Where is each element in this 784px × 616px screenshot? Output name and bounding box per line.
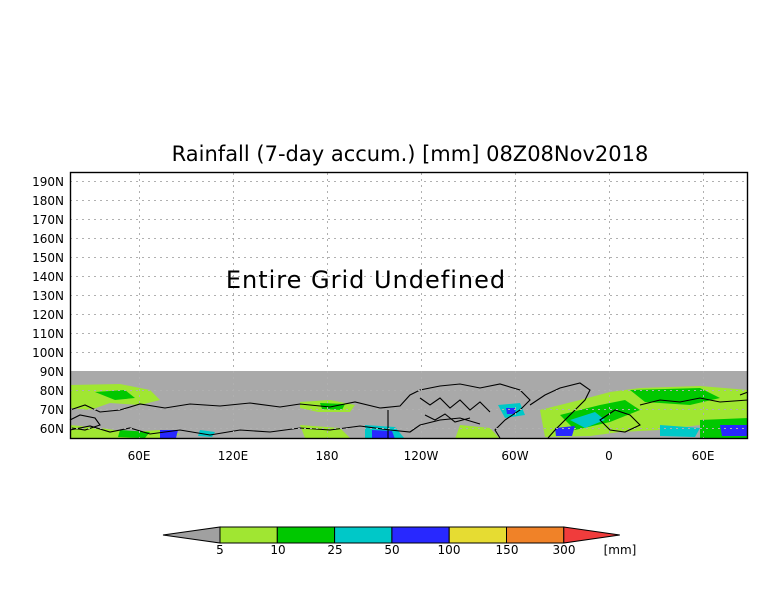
x-tick-label: 120E: [218, 449, 249, 463]
colorbar-segment: [448, 526, 508, 544]
x-tick-label: 120W: [404, 449, 439, 463]
x-tick-label: 60E: [128, 449, 151, 463]
colorbar-segment-high: [563, 526, 620, 544]
y-tick-label: 110N: [32, 327, 64, 341]
colorbar-tick-label: 25: [327, 543, 342, 557]
y-tick-label: 160N: [32, 232, 64, 246]
colorbar-tick-label: 10: [270, 543, 285, 557]
x-tick-label: 180: [316, 449, 339, 463]
map-plot-area: Entire Grid Undefined: [69, 171, 749, 440]
x-tick-label: 0: [605, 449, 613, 463]
x-tick-label: 60E: [692, 449, 715, 463]
undefined-message: Entire Grid Undefined: [226, 266, 506, 294]
colorbar-tick-label: 150: [496, 543, 519, 557]
y-axis: 190N 180N 170N 160N 150N 140N 130N 120N …: [32, 175, 64, 436]
colorbar-segment: [276, 526, 336, 544]
y-tick-label: 180N: [32, 194, 64, 208]
graticule: [70, 173, 748, 439]
map-frame: [69, 171, 749, 440]
colorbar-segment-low: [162, 526, 221, 544]
x-tick-label: 60W: [501, 449, 528, 463]
colorbar-tick-label: 5: [216, 543, 224, 557]
colorbar-segment: [334, 526, 393, 544]
x-axis: 60E 120E 180 120W 60W 0 60E: [128, 449, 715, 463]
colorbar: [162, 526, 620, 544]
y-tick-label: 60N: [40, 422, 64, 436]
y-tick-label: 170N: [32, 213, 64, 227]
colorbar-unit: [mm]: [604, 543, 637, 557]
y-tick-label: 130N: [32, 289, 64, 303]
y-tick-label: 100N: [32, 346, 64, 360]
y-tick-label: 70N: [40, 403, 64, 417]
colorbar-ticks: 5 10 25 50 100 150 300 [mm]: [216, 543, 636, 557]
colorbar-segment: [391, 526, 450, 544]
colorbar-tick-label: 50: [384, 543, 399, 557]
map-title: Rainfall (7-day accum.) [mm] 08Z08Nov201…: [172, 142, 649, 166]
y-tick-label: 190N: [32, 175, 64, 189]
colorbar-tick-label: 100: [438, 543, 461, 557]
y-tick-label: 90N: [40, 365, 64, 379]
y-tick-label: 80N: [40, 384, 64, 398]
y-tick-label: 150N: [32, 251, 64, 265]
colorbar-segment: [506, 526, 565, 544]
y-tick-label: 140N: [32, 270, 64, 284]
y-tick-label: 120N: [32, 308, 64, 322]
coastlines: [69, 382, 749, 439]
colorbar-tick-label: 300: [553, 543, 576, 557]
colorbar-segment: [219, 526, 278, 544]
